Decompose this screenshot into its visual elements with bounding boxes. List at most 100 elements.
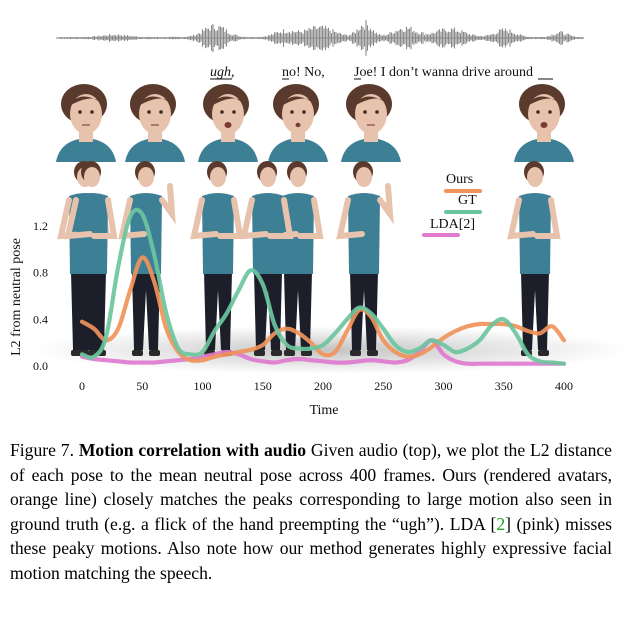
avatar-shoe — [538, 350, 549, 356]
y-tick-labels: 0.0 0.4 0.8 1.2 — [33, 219, 48, 373]
avatar-shoe — [301, 350, 312, 356]
avatar-shoe — [271, 350, 282, 356]
x-tick-label: 400 — [555, 379, 573, 393]
avatar-shoe — [132, 350, 143, 356]
transcript: ugh, no! No, Joe! I don’t wanna drive ar… — [210, 65, 553, 80]
face-shoulders — [514, 138, 574, 162]
legend-label-gt: GT — [458, 193, 477, 208]
avatar-head — [210, 167, 226, 187]
avatar-arm — [190, 197, 219, 240]
l2-chart: 0 50 100 150 200 250 300 350 400 0.0 0.4 0.8 1.2 Ti… — [9, 172, 573, 418]
face-eye — [220, 110, 224, 114]
x-tick-label: 0 — [79, 379, 85, 393]
face-eye — [548, 110, 552, 114]
caption-body: Given audio (top), we plot the L2 distan… — [10, 440, 612, 534]
face-eye — [78, 110, 82, 114]
avatar-legs — [350, 272, 378, 350]
x-tick-label: 150 — [254, 379, 272, 393]
caption-body-end: ] (pink) misses these peaky motions. Als… — [10, 513, 612, 583]
x-tick-label: 250 — [374, 379, 392, 393]
avatar-arm — [118, 197, 147, 240]
face-eye — [159, 110, 163, 114]
avatar-shoe — [149, 350, 160, 356]
y-tick-label: 0.8 — [33, 266, 48, 280]
avatar-arm-raised — [159, 183, 176, 225]
avatar-head — [527, 167, 543, 187]
caption-label: Figure 7. — [10, 440, 74, 460]
face-eye — [302, 110, 306, 114]
face-bangs — [354, 96, 388, 106]
transcript-word-ugh: ugh, — [210, 65, 235, 80]
face-bangs — [281, 96, 315, 106]
face-render — [514, 84, 574, 162]
avatar-arm — [240, 197, 269, 240]
face-shoulders — [125, 138, 185, 162]
avatar-shoe — [254, 350, 265, 356]
avatar-shoe — [367, 350, 378, 356]
legend-label-lda: LDA[2] — [430, 217, 475, 232]
face-shoulders — [268, 138, 328, 162]
face-eye — [536, 110, 540, 114]
avatar-shoe — [284, 350, 295, 356]
x-axis-title: Time — [309, 403, 338, 418]
avatar-arm — [64, 197, 93, 240]
figure-caption: Figure 7. Motion correlation with audio … — [10, 438, 612, 585]
waveform-signal — [59, 20, 583, 56]
face-skin — [282, 94, 314, 134]
face-bangs — [211, 96, 245, 106]
citation-link[interactable]: 2 — [496, 513, 506, 534]
face-mouth — [295, 122, 301, 128]
avatar-head — [84, 167, 100, 187]
series-line-gt — [79, 207, 567, 366]
face-mouth — [540, 122, 548, 128]
face-eye — [90, 110, 94, 114]
face-eye — [363, 110, 367, 114]
face-skin — [139, 94, 171, 134]
face-row — [56, 84, 574, 162]
face-eye — [147, 110, 151, 114]
transcript-word-no: no! No, — [282, 65, 325, 80]
avatar-arm — [336, 197, 365, 240]
face-shoulders — [56, 138, 116, 162]
face-bangs — [138, 96, 172, 106]
avatar-arm — [267, 197, 294, 239]
series-lines — [79, 207, 567, 366]
caption-title: Motion correlation with audio — [78, 440, 307, 460]
avatar-head — [260, 167, 276, 187]
chart-legend: Ours GT LDA[2] — [422, 172, 482, 237]
x-tick-labels: 0 50 100 150 200 250 300 350 400 — [79, 379, 573, 393]
transcript-word-joe: Joe! I don’t wanna drive around — [354, 65, 533, 80]
face-bangs — [527, 96, 561, 106]
avatar-head — [356, 167, 372, 187]
audio-waveform — [56, 20, 584, 56]
avatar-legs — [71, 272, 99, 350]
x-tick-label: 300 — [435, 379, 453, 393]
face-eye — [290, 110, 294, 114]
avatar-head — [290, 167, 306, 187]
face-skin — [70, 94, 102, 134]
y-tick-label: 0.0 — [33, 359, 48, 373]
series-line-ours — [79, 255, 567, 364]
avatar-render-partial — [240, 161, 294, 356]
x-tick-label: 100 — [194, 379, 212, 393]
avatar-arm — [217, 197, 244, 239]
face-render — [268, 84, 328, 162]
avatar-render — [190, 161, 244, 356]
face-eye — [375, 110, 379, 114]
avatar-legs — [78, 272, 106, 350]
avatar-legs — [132, 272, 160, 350]
avatar-legs — [204, 272, 232, 350]
avatar-arm — [91, 197, 118, 239]
face-skin — [528, 94, 560, 134]
x-tick-label: 350 — [495, 379, 513, 393]
legend-label-ours: Ours — [446, 172, 473, 187]
avatar-render — [336, 161, 394, 356]
y-tick-label: 0.4 — [33, 312, 48, 326]
x-tick-label: 50 — [136, 379, 148, 393]
series-line-lda-2 — [79, 338, 567, 366]
avatar-arm — [534, 197, 561, 239]
avatar-shoe — [350, 350, 361, 356]
face-render — [341, 84, 401, 162]
face-render — [198, 84, 258, 162]
face-bangs — [69, 96, 103, 106]
